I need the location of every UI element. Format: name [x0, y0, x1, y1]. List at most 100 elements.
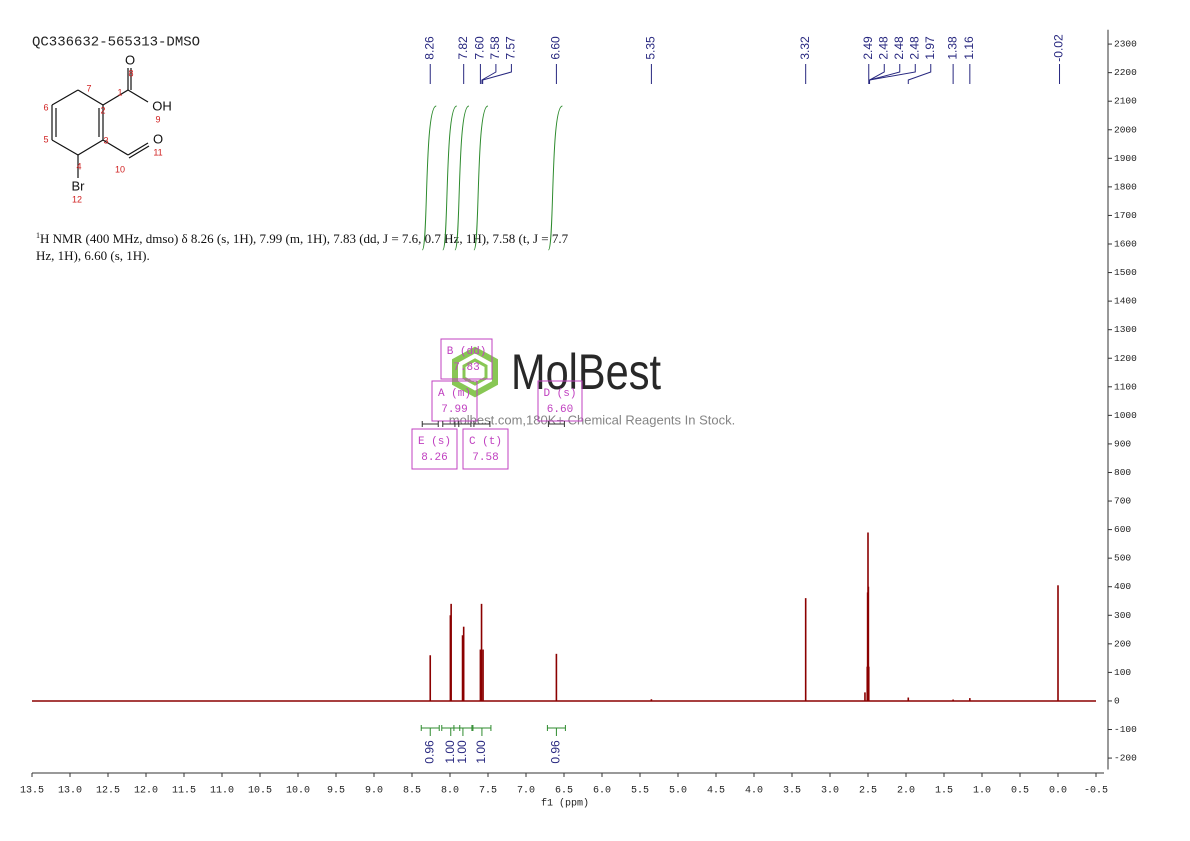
isotope: 1 [36, 231, 40, 240]
atom-number: 7 [86, 83, 91, 93]
peak-label: 7.57 [504, 36, 518, 60]
y-tick-label: -100 [1114, 724, 1137, 735]
x-tick-label: 10.5 [248, 786, 272, 797]
y-tick-label: 900 [1114, 438, 1131, 449]
integral-bracket [546, 725, 566, 736]
integral-curve [421, 105, 437, 251]
x-tick-label: 3.0 [821, 786, 839, 797]
y-tick-label: 500 [1114, 553, 1131, 564]
x-tick-label: 3.5 [783, 786, 801, 797]
atom-number: 5 [43, 134, 48, 144]
integral-curve [442, 105, 458, 251]
x-axis-label: f1 (ppm) [541, 798, 589, 810]
x-tick-label: 0.5 [1011, 786, 1029, 797]
watermark: MolBest molbest.com,180K+ Chemical Reage… [449, 344, 736, 427]
multiplet-range [547, 421, 565, 427]
peak-label-leader [869, 64, 885, 84]
multiplet-name: A (m) [438, 388, 471, 400]
x-tick-label: 13.0 [58, 786, 82, 797]
peak-label: 5.35 [644, 36, 658, 60]
peak-label: 2.48 [876, 36, 890, 60]
y-tick-label: -200 [1114, 753, 1137, 764]
watermark-sub: molbest.com,180K+ Chemical Reagents In S… [449, 412, 736, 427]
y-tick-label: 400 [1114, 581, 1131, 592]
y-tick-label: 1100 [1114, 381, 1137, 392]
y-tick-label: 1900 [1114, 153, 1137, 164]
y-tick-label: 1000 [1114, 410, 1137, 421]
multiplet-name: D (s) [543, 388, 576, 400]
x-tick-label: 2.0 [897, 786, 915, 797]
peak-label: 2.49 [861, 36, 875, 60]
structure [51, 68, 150, 178]
x-tick-label: 8.5 [403, 786, 421, 797]
x-tick-label: 6.5 [555, 786, 573, 797]
multiplet-box [537, 380, 583, 422]
x-tick-label: 11.0 [210, 786, 234, 797]
y-tick-label: 1700 [1114, 210, 1137, 221]
x-tick-label: 11.5 [172, 786, 196, 797]
y-tick-label: 1500 [1114, 267, 1137, 278]
y-tick-label: 300 [1114, 610, 1131, 621]
multiplet-shift: 6.60 [547, 404, 573, 416]
integral-curve [473, 105, 489, 251]
x-tick-label: 12.5 [96, 786, 120, 797]
integral-curve [454, 105, 470, 251]
x-tick-label: -0.5 [1084, 786, 1108, 797]
atom-number: 8 [128, 68, 133, 78]
peak-label-leader [907, 64, 932, 84]
integral-curve [547, 105, 563, 251]
y-tick-label: 800 [1114, 467, 1131, 478]
y-tick-label: 2300 [1114, 39, 1137, 50]
integral-label: 1.00 [443, 740, 457, 764]
y-tick-label: 600 [1114, 524, 1131, 535]
multiplet-name: C (t) [469, 436, 502, 448]
x-tick-label: 1.5 [935, 786, 953, 797]
multiplet-box [462, 428, 509, 470]
peak-label: 1.16 [962, 36, 976, 60]
atom-number: 3 [103, 135, 108, 145]
integral-label: 0.96 [422, 740, 436, 764]
peak-label: 1.97 [923, 36, 937, 60]
x-tick-label: 2.5 [859, 786, 877, 797]
atom-label: Br [72, 178, 86, 193]
multiplet-box [431, 380, 478, 422]
multiplet-name: B (dd) [447, 346, 487, 358]
y-tick-label: 1200 [1114, 353, 1137, 364]
y-tick-label: 2000 [1114, 124, 1137, 135]
atom-number: 6 [43, 102, 48, 112]
x-tick-label: 10.0 [286, 786, 310, 797]
peak-label: 7.58 [488, 36, 502, 60]
atom-label: OH [152, 98, 172, 113]
y-tick-label: 0 [1114, 695, 1120, 706]
peak-label-leader [869, 64, 916, 84]
integral-label: 0.96 [549, 740, 563, 764]
peak-label: -0.02 [1052, 34, 1066, 62]
multiplet-range [473, 421, 491, 427]
y-tick-label: 100 [1114, 667, 1131, 678]
integral-bracket [420, 725, 440, 736]
multiplet-shift: 7.99 [441, 404, 467, 416]
x-tick-label: 9.0 [365, 786, 383, 797]
x-tick-label: 13.5 [20, 786, 44, 797]
x-tick-label: 12.0 [134, 786, 158, 797]
integral-label: 1.00 [455, 740, 469, 764]
atom-number: 4 [76, 161, 81, 171]
multiplet-shift: 7.83 [453, 362, 479, 374]
description: 1H NMR (400 MHz, dmso) δ 8.26 (s, 1H), 7… [36, 231, 569, 246]
y-tick-label: 200 [1114, 638, 1131, 649]
peak-label: 1.38 [945, 36, 959, 60]
atom-number: 2 [100, 105, 105, 115]
description-line: H NMR (400 MHz, dmso) δ 8.26 (s, 1H), 7.… [40, 231, 569, 246]
peak-label-leader [481, 64, 497, 84]
x-tick-label: 0.0 [1049, 786, 1067, 797]
peak-label: 6.60 [549, 36, 563, 60]
integral-label: 1.00 [474, 740, 488, 764]
multiplet-name: E (s) [418, 436, 451, 448]
atom-label: O [125, 52, 135, 67]
sample-title: QC336632-565313-DMSO [32, 35, 200, 51]
x-tick-label: 4.0 [745, 786, 763, 797]
x-tick-label: 6.0 [593, 786, 611, 797]
atom-number: 10 [115, 164, 125, 174]
y-tick-label: 1800 [1114, 181, 1137, 192]
peak-label: 7.60 [473, 36, 487, 60]
